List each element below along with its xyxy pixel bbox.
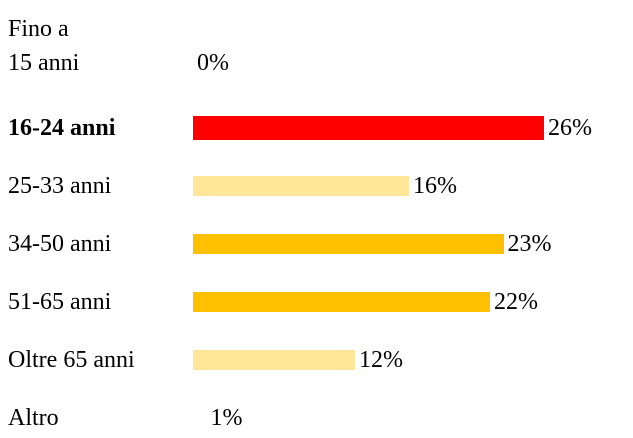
bar-row: 25-33 anni 16%	[8, 166, 628, 206]
bar	[193, 408, 207, 428]
category-label: Fino a 15 anni	[8, 16, 80, 76]
value-label: 16%	[413, 173, 457, 199]
bar-row: Oltre 65 anni 12%	[8, 340, 628, 380]
category-label: 25-33 anni	[8, 173, 112, 199]
value-label: 23%	[507, 231, 552, 257]
bar-row: 51-65 anni 22%	[8, 282, 628, 322]
category-label: Oltre 65 anni	[8, 347, 135, 373]
bar-row: 16-24 anni 26%	[8, 108, 628, 148]
bar	[193, 234, 504, 254]
category-label: Altro	[8, 405, 59, 431]
value-label: 26%	[548, 115, 592, 141]
bar	[193, 176, 409, 196]
value-label: 1%	[210, 405, 243, 431]
bar-row: Altro 1%	[8, 398, 628, 438]
value-label: 0%	[197, 50, 229, 76]
category-label: 34-50 anni	[8, 231, 112, 257]
value-label: 12%	[359, 347, 403, 373]
category-label: 16-24 anni	[8, 115, 116, 141]
bar-row: 34-50 anni 23%	[8, 224, 628, 264]
page: Fino a 15 anni 0% 16-24 anni 26% 25-33 anni 1…	[8, 4, 628, 431]
bar	[193, 350, 355, 370]
bar	[193, 292, 490, 312]
value-label: 22%	[494, 289, 538, 315]
category-label: 51-65 anni	[8, 289, 112, 315]
bar	[193, 116, 544, 140]
bar-row: Fino a 15 anni 0%	[8, 4, 628, 80]
